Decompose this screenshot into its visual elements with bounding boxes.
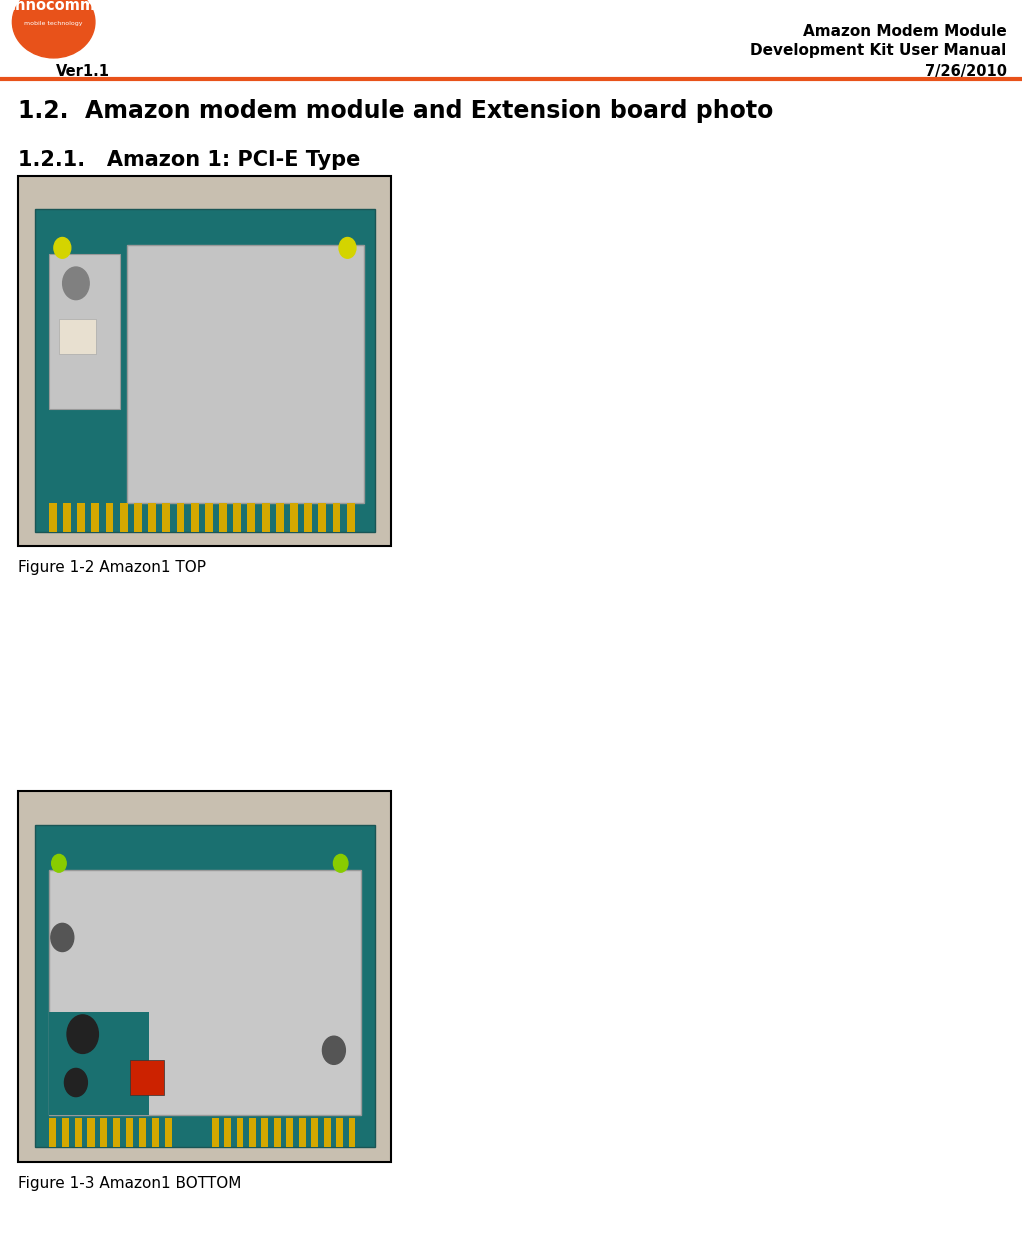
- Bar: [319, 502, 326, 531]
- Bar: [49, 254, 120, 409]
- Bar: [35, 210, 375, 531]
- Bar: [249, 1118, 256, 1147]
- Bar: [298, 1118, 306, 1147]
- Bar: [105, 502, 113, 531]
- Circle shape: [323, 1036, 345, 1064]
- Text: 7/26/2010: 7/26/2010: [925, 64, 1007, 79]
- Bar: [91, 502, 99, 531]
- Circle shape: [54, 237, 71, 259]
- Bar: [262, 1118, 269, 1147]
- Ellipse shape: [12, 0, 95, 58]
- Bar: [237, 1118, 243, 1147]
- Circle shape: [52, 854, 66, 872]
- Bar: [247, 502, 256, 531]
- Bar: [148, 502, 156, 531]
- Bar: [49, 502, 56, 531]
- Bar: [290, 502, 297, 531]
- Bar: [274, 1118, 281, 1147]
- Text: 1.2.1.   Amazon 1: PCI-E Type: 1.2.1. Amazon 1: PCI-E Type: [18, 149, 361, 170]
- Bar: [18, 791, 391, 1162]
- Bar: [324, 1118, 330, 1147]
- Bar: [346, 502, 355, 531]
- Text: Ver1.1: Ver1.1: [56, 64, 110, 79]
- Bar: [336, 1118, 343, 1147]
- Bar: [134, 502, 142, 531]
- Circle shape: [67, 1015, 98, 1054]
- Bar: [305, 502, 312, 531]
- Circle shape: [64, 1069, 87, 1096]
- Bar: [35, 825, 375, 1147]
- Bar: [49, 869, 361, 1115]
- Bar: [59, 319, 96, 354]
- Bar: [165, 1118, 172, 1147]
- Bar: [18, 176, 391, 546]
- Bar: [152, 1118, 159, 1147]
- Text: 1.2.  Amazon modem module and Extension board photo: 1.2. Amazon modem module and Extension b…: [18, 98, 774, 123]
- Circle shape: [62, 268, 89, 300]
- Text: Amazon Modem Module: Amazon Modem Module: [803, 24, 1007, 39]
- Bar: [49, 1012, 148, 1115]
- Bar: [120, 502, 128, 531]
- Bar: [49, 1118, 56, 1147]
- Text: Development Kit User Manual: Development Kit User Manual: [750, 43, 1007, 58]
- Bar: [63, 502, 71, 531]
- Bar: [286, 1118, 293, 1147]
- Text: Figure 1-3 Amazon1 BOTTOM: Figure 1-3 Amazon1 BOTTOM: [18, 1176, 242, 1191]
- Bar: [224, 1118, 231, 1147]
- Bar: [233, 502, 241, 531]
- Bar: [276, 502, 284, 531]
- Bar: [219, 502, 227, 531]
- Bar: [61, 1118, 68, 1147]
- Text: Figure 1-2 Amazon1 TOP: Figure 1-2 Amazon1 TOP: [18, 560, 206, 575]
- Bar: [77, 502, 85, 531]
- Bar: [333, 502, 340, 531]
- Text: mobile technology: mobile technology: [25, 21, 83, 25]
- Text: innocomm: innocomm: [11, 0, 96, 13]
- Bar: [88, 1118, 95, 1147]
- Bar: [113, 1118, 121, 1147]
- Bar: [262, 502, 270, 531]
- Bar: [177, 502, 184, 531]
- Bar: [204, 502, 213, 531]
- Bar: [212, 1118, 219, 1147]
- Bar: [139, 1118, 146, 1147]
- Bar: [100, 1118, 107, 1147]
- Bar: [349, 1118, 356, 1147]
- Bar: [18, 791, 391, 1162]
- Bar: [126, 1118, 133, 1147]
- Circle shape: [51, 923, 74, 952]
- Bar: [127, 245, 365, 502]
- Bar: [18, 176, 391, 546]
- Bar: [130, 1060, 165, 1095]
- Bar: [191, 502, 198, 531]
- Bar: [75, 1118, 82, 1147]
- Bar: [312, 1118, 318, 1147]
- Circle shape: [333, 854, 347, 872]
- Circle shape: [339, 237, 356, 259]
- Bar: [162, 502, 170, 531]
